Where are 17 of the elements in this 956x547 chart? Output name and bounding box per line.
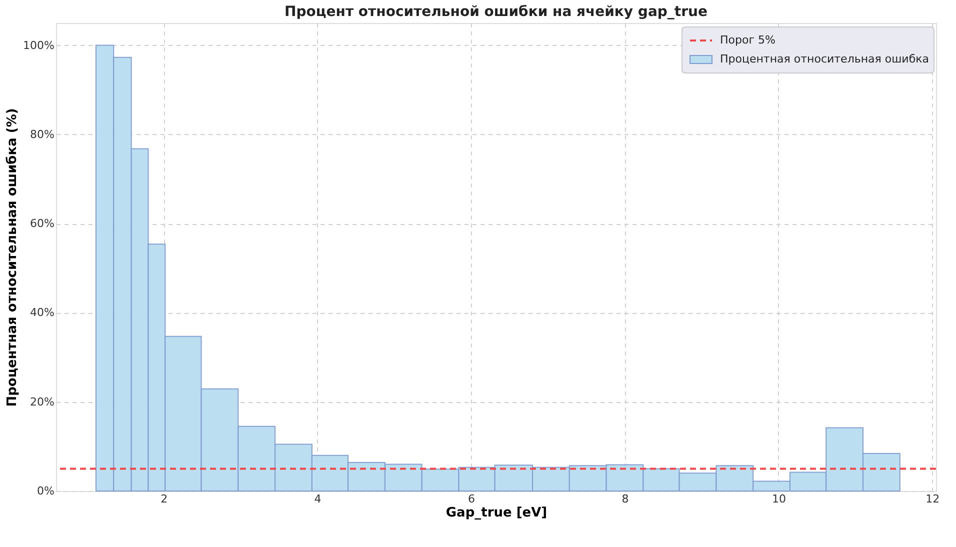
legend-label: Процентная относительная ошибка [720,52,929,66]
legend-label: Порог 5% [720,34,776,46]
y-tick-label: 80% [30,128,54,141]
y-tick-label: 0% [37,484,54,498]
x-tick-label: 2 [160,492,168,506]
y-tick-label: 100% [23,38,54,52]
y-tick-label: 20% [30,395,54,408]
x-axis-title: Gap_true [eV] [446,506,548,520]
chart-title: Процент относительной ошибки на ячейку gap_true [284,4,708,20]
x-tick-label: 10 [772,492,786,506]
x-tick-label: 12 [926,492,940,506]
x-tick-label: 8 [622,492,629,506]
x-tick-label: 4 [314,492,322,506]
x-tick-label: 6 [468,492,476,506]
y-tick-label: 40% [30,306,54,320]
y-axis-title: Процентная относительная ошибка (%) [5,108,20,407]
y-tick-label: 60% [30,217,54,230]
